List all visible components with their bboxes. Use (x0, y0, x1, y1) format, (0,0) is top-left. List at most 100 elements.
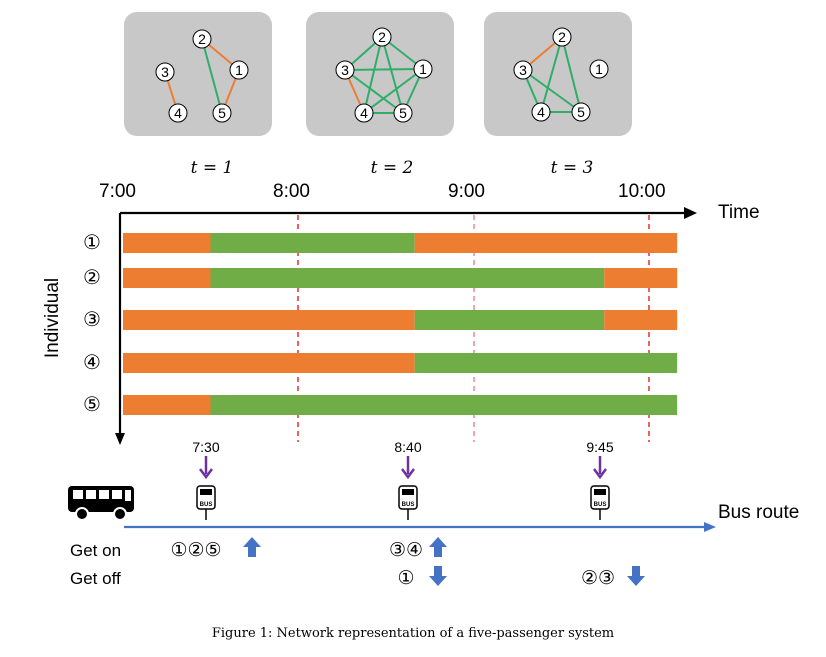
edge-1-3 (344, 68, 424, 71)
up-arrow-icon (429, 537, 447, 557)
panel-background (484, 12, 632, 136)
node-label-1: 1 (235, 62, 243, 78)
get-off-passengers: ②③ (581, 568, 615, 589)
node-label-5: 5 (218, 105, 226, 121)
edge-2-4 (363, 36, 383, 114)
node-label-4: 4 (360, 105, 368, 121)
get-on-passengers: ③④ (389, 540, 423, 561)
panel-background (124, 12, 272, 136)
node-label-5: 5 (399, 105, 407, 121)
bus-stop-3: 9:45 BUS ②③ (581, 439, 645, 589)
node-circle-3 (155, 62, 175, 82)
node-circle-2 (552, 27, 572, 47)
hour-label-3: 10:00 (618, 181, 666, 202)
panel-background (306, 12, 454, 136)
bus-stop-sign-text: BUS (402, 502, 415, 508)
bar-segment-orange (123, 353, 415, 373)
bar-segment-orange (123, 395, 211, 415)
bus-stops: 7:30 BUS ①②⑤ 8:40 BUS ③④ ① 9:45 BUS ②③ (170, 439, 645, 589)
individual-axis-label: Individual (42, 278, 63, 358)
bar-segment-green (414, 310, 605, 330)
node-circle-4 (354, 103, 374, 123)
bar-segment-orange (414, 233, 678, 253)
timeline-chart: 7:00 8:00 9:00 10:00 Time Individual ① ② ③… (42, 181, 760, 445)
down-arrow-icon (429, 566, 447, 586)
individual-label-2: ② (83, 267, 101, 289)
node-circle-5 (212, 103, 232, 123)
stop-time-label: 8:40 (394, 439, 421, 455)
panel-time-label-1: t = 1 (191, 158, 234, 178)
individual-axis-arrowhead (115, 433, 125, 445)
node-label-1: 1 (595, 61, 603, 77)
node-label-2: 2 (378, 29, 386, 45)
node-label-4: 4 (537, 104, 545, 120)
get-on-label: Get on (70, 541, 121, 560)
node-circle-3 (513, 60, 533, 80)
bar-segment-green (210, 268, 605, 288)
network-panel-2: 1 2 3 4 5 (306, 12, 454, 136)
node-label-3: 3 (161, 64, 169, 80)
bar-segment-green (210, 233, 415, 253)
bus-stop-2: 8:40 BUS ③④ ① (389, 439, 447, 589)
edge-3-5 (522, 69, 582, 113)
bus-route-arrowhead (704, 522, 716, 532)
node-label-4: 4 (174, 105, 182, 121)
network-panels: 1 2 3 4 5 t = 1 1 2 3 4 5 t = 2 1 2 3 4 5 t = 3 (124, 12, 632, 178)
panel-time-label-3: t = 3 (551, 158, 594, 178)
down-arrow-purple-icon (401, 456, 415, 480)
node-circle-2 (372, 27, 392, 47)
get-off-passengers: ① (397, 568, 414, 589)
node-circle-1 (229, 60, 249, 80)
bar-segment-orange (123, 233, 211, 253)
individual-label-3: ③ (83, 309, 101, 331)
node-label-5: 5 (577, 104, 585, 120)
time-axis-arrowhead (684, 207, 697, 219)
bus-route: Bus route (68, 486, 799, 532)
hour-label-0: 7:00 (99, 181, 136, 202)
bus-icon (68, 486, 134, 521)
bar-segment-orange (123, 310, 415, 330)
individual-label-5: ⑤ (83, 394, 101, 416)
hour-label-1: 8:00 (273, 181, 310, 202)
bus-stop-icon: BUS (398, 485, 418, 520)
edge-2-4 (540, 36, 563, 113)
node-label-1: 1 (419, 61, 427, 77)
edge-2-5 (381, 36, 404, 114)
bar-segment-orange (604, 310, 678, 330)
bus-stop-sign-text: BUS (200, 502, 213, 508)
bus-stop-icon: BUS (590, 485, 610, 520)
get-off-label: Get off (70, 569, 121, 588)
node-circle-5 (571, 102, 591, 122)
bus-route-label: Bus route (718, 502, 799, 523)
node-circle-1 (589, 59, 609, 79)
edge-3-5 (344, 69, 404, 114)
node-label-2: 2 (558, 29, 566, 45)
node-circle-5 (393, 103, 413, 123)
node-circle-4 (531, 102, 551, 122)
node-label-2: 2 (198, 31, 206, 47)
hour-label-2: 9:00 (448, 181, 485, 202)
stop-time-label: 9:45 (586, 439, 613, 455)
edge-2-5 (561, 36, 582, 113)
down-arrow-purple-icon (199, 456, 213, 480)
edge-2-5 (201, 38, 223, 114)
node-circle-2 (192, 29, 212, 49)
node-label-3: 3 (341, 62, 349, 78)
get-on-passengers: ①②⑤ (170, 540, 221, 561)
individual-rows: ① ② ③ ④ ⑤ (83, 232, 678, 416)
node-circle-1 (413, 59, 433, 79)
node-circle-3 (335, 60, 355, 80)
bus-stop-icon: BUS (196, 485, 216, 520)
bar-segment-green (210, 395, 678, 415)
stop-time-label: 7:30 (192, 439, 219, 455)
down-arrow-purple-icon (593, 456, 607, 480)
panel-time-label-2: t = 2 (371, 158, 414, 178)
node-label-3: 3 (519, 62, 527, 78)
edge-1-4 (363, 68, 424, 114)
bus-stop-1: 7:30 BUS ①②⑤ (170, 439, 261, 561)
individual-label-1: ① (83, 232, 101, 254)
bar-segment-green (414, 353, 678, 373)
bus-stop-sign-text: BUS (594, 502, 607, 508)
time-axis-label: Time (718, 202, 760, 223)
